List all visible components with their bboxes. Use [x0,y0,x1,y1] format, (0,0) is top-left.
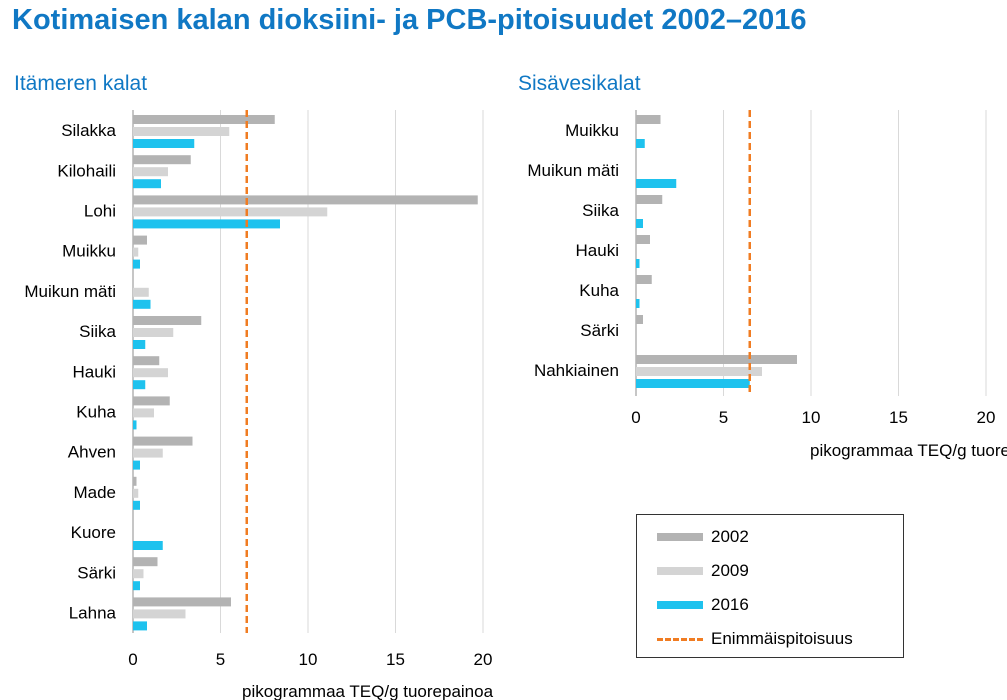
right-bar-muikku-2016 [636,139,645,148]
left-x-tick-label-20: 20 [474,650,493,669]
left-category-label-muikku: Muikku [62,242,116,261]
legend-label-2016: 2016 [711,595,749,614]
left-bar-muikku-2016 [133,259,140,269]
right-bar-siika-2002 [636,195,663,204]
left-panel-title: Itämeren kalat [14,72,148,95]
left-bar-lahna-2016 [133,621,147,631]
left-bar-sarki-2002 [133,557,158,567]
legend-swatch-2009 [657,567,703,575]
left-bar-kuha-2009 [133,408,154,418]
left-bar-muikun-mati-2016 [133,299,151,309]
left-category-label-hauki: Hauki [73,362,116,381]
legend-swatch-2002 [657,533,703,541]
legend: 2002 2009 2016 Enimmäispitoisuus [636,514,904,658]
left-bar-kilohaili-2016 [133,179,161,189]
left-bar-kilohaili-2009 [133,167,168,177]
right-x-axis-label: pikogrammaa TEQ/g tuorepainoa [810,441,1007,460]
left-bar-lohi-2016 [133,219,280,229]
left-bar-siika-2009 [133,328,174,337]
left-bar-ahven-2002 [133,436,193,446]
right-category-label-muikku: Muikku [565,121,619,140]
legend-item-2009: 2009 [657,559,749,583]
left-category-label-kuha: Kuha [76,403,116,422]
left-category-label-lohi: Lohi [84,202,116,221]
chart-title: Kotimaisen kalan dioksiini- ja PCB-pitoi… [12,4,807,36]
right-panel-title: Sisävesikalat [518,72,641,95]
left-bar-made-2002 [133,476,137,486]
left-bar-lahna-2002 [133,597,231,607]
right-bar-hauki-2016 [636,259,640,268]
left-bar-hauki-2016 [133,380,146,390]
left-bar-muikku-2002 [133,235,147,245]
left-bar-sarki-2009 [133,569,144,579]
legend-item-limit: Enimmäispitoisuus [657,627,853,651]
right-bar-muikku-2002 [636,115,661,124]
left-category-label-kilohaili: Kilohaili [57,161,116,180]
left-category-label-muikun-mati: Muikun mäti [24,282,116,301]
legend-swatch-2016 [657,601,703,609]
left-bar-lohi-2002 [133,195,478,205]
right-x-tick-label-20: 20 [977,408,996,427]
legend-label-2002: 2002 [711,527,749,546]
left-x-tick-label-5: 5 [216,650,225,669]
right-bar-kuha-2016 [636,299,640,308]
right-bar-nahkiainen-2002 [636,355,797,364]
left-bar-made-2009 [133,488,139,498]
left-bar-lahna-2009 [133,609,186,619]
right-category-label-siika: Siika [582,201,619,220]
right-category-label-nahkiainen: Nahkiainen [534,361,619,380]
left-category-label-ahven: Ahven [68,443,116,462]
left-category-label-siika: Siika [79,322,116,341]
right-bar-sarki-2002 [636,315,643,324]
left-x-axis-label: pikogrammaa TEQ/g tuorepainoa [242,682,494,700]
right-bar-muikun-mati-2016 [636,179,677,188]
left-bar-kuore-2016 [133,541,163,550]
left-bar-hauki-2009 [133,368,168,378]
left-category-label-silakka: Silakka [61,121,116,140]
legend-label-2009: 2009 [711,561,749,580]
left-category-label-made: Made [73,483,116,502]
left-category-label-kuore: Kuore [71,523,116,542]
right-category-label-hauki: Hauki [576,241,619,260]
right-bar-hauki-2002 [636,235,650,244]
left-bar-hauki-2002 [133,356,160,366]
left-bar-muikun-mati-2009 [133,287,149,297]
right-bar-nahkiainen-2016 [636,379,750,388]
left-bar-kuha-2002 [133,396,170,406]
left-bar-silakka-2002 [133,115,275,124]
left-bar-made-2016 [133,500,140,510]
right-category-label-kuha: Kuha [579,281,619,300]
left-category-label-sarki: Särki [77,563,116,582]
right-bar-siika-2016 [636,219,643,228]
right-bar-kuha-2002 [636,275,652,284]
left-bar-lohi-2009 [133,207,328,217]
right-category-label-sarki: Särki [580,321,619,340]
right-category-label-muikun-mati: Muikun mäti [527,161,619,180]
left-bar-ahven-2009 [133,448,163,458]
left-bar-silakka-2009 [133,127,230,136]
right-x-tick-label-15: 15 [889,408,908,427]
left-x-tick-label-15: 15 [386,650,405,669]
right-x-tick-label-5: 5 [719,408,728,427]
left-x-tick-label-10: 10 [299,650,318,669]
left-bar-ahven-2016 [133,460,140,470]
legend-swatch-limit [657,637,703,641]
left-bar-kilohaili-2002 [133,155,191,165]
left-category-label-lahna: Lahna [69,604,117,623]
left-bar-siika-2002 [133,316,202,325]
legend-item-2002: 2002 [657,525,749,549]
left-bar-kuha-2016 [133,420,137,430]
right-bar-nahkiainen-2009 [636,367,762,376]
legend-label-limit: Enimmäispitoisuus [711,629,853,648]
legend-item-2016: 2016 [657,593,749,617]
left-bar-silakka-2016 [133,139,195,148]
right-x-tick-label-0: 0 [631,408,640,427]
left-bar-siika-2016 [133,340,146,349]
right-x-tick-label-10: 10 [802,408,821,427]
left-x-tick-label-0: 0 [128,650,137,669]
left-bar-sarki-2016 [133,581,140,591]
left-bar-muikku-2009 [133,247,139,257]
